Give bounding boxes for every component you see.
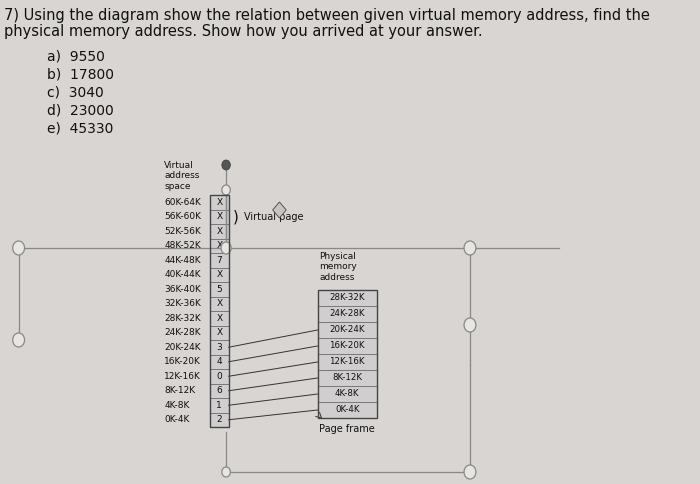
Text: 48K-52K: 48K-52K — [164, 241, 201, 250]
Text: Virtual
address
space: Virtual address space — [164, 161, 200, 191]
Text: 40K-44K: 40K-44K — [164, 270, 201, 279]
Text: 12K-16K: 12K-16K — [330, 358, 365, 366]
Text: 32K-36K: 32K-36K — [164, 299, 201, 308]
Text: 5: 5 — [216, 285, 222, 294]
Circle shape — [13, 333, 25, 347]
Bar — [210, 354, 229, 369]
Bar — [318, 290, 377, 418]
Text: Virtual page: Virtual page — [244, 212, 303, 222]
Text: 1: 1 — [216, 401, 222, 410]
Text: 60K-64K: 60K-64K — [164, 198, 201, 207]
Bar — [210, 369, 229, 383]
Text: ): ) — [233, 209, 239, 224]
Text: 28K-32K: 28K-32K — [330, 293, 365, 302]
Bar — [210, 326, 229, 340]
Text: X: X — [216, 212, 223, 221]
Bar — [210, 268, 229, 282]
Text: physical memory address. Show how you arrived at your answer.: physical memory address. Show how you ar… — [4, 24, 483, 39]
Text: 4K-8K: 4K-8K — [164, 401, 190, 410]
Circle shape — [222, 185, 230, 195]
Bar — [210, 340, 229, 354]
Bar — [318, 290, 377, 306]
Text: d)  23000: d) 23000 — [47, 104, 113, 118]
Text: 24K-28K: 24K-28K — [330, 309, 365, 318]
Text: X: X — [216, 314, 223, 323]
Bar — [318, 354, 377, 370]
Bar — [210, 282, 229, 297]
Bar — [318, 370, 377, 386]
Text: X: X — [216, 241, 223, 250]
Text: Physical
memory
address: Physical memory address — [319, 252, 357, 282]
Text: Page frame: Page frame — [319, 424, 375, 434]
Circle shape — [13, 241, 25, 255]
Bar — [210, 398, 229, 412]
Text: 2: 2 — [216, 415, 222, 424]
Text: 44K-48K: 44K-48K — [164, 256, 201, 265]
Bar — [318, 322, 377, 338]
Text: 28K-32K: 28K-32K — [164, 314, 201, 323]
Text: X: X — [216, 299, 223, 308]
Text: c)  3040: c) 3040 — [47, 86, 104, 100]
Text: X: X — [216, 227, 223, 236]
Circle shape — [222, 467, 230, 477]
Text: 20K-24K: 20K-24K — [330, 326, 365, 334]
Bar — [210, 210, 229, 224]
Text: 3: 3 — [216, 343, 222, 352]
Bar — [318, 306, 377, 322]
Polygon shape — [273, 202, 286, 218]
Text: 12K-16K: 12K-16K — [164, 372, 201, 381]
Bar — [210, 239, 229, 253]
Text: 8K-12K: 8K-12K — [332, 374, 362, 382]
Text: 0K-4K: 0K-4K — [164, 415, 190, 424]
Circle shape — [221, 242, 231, 254]
Bar — [210, 224, 229, 239]
Bar — [318, 402, 377, 418]
Text: 4: 4 — [216, 357, 222, 366]
Text: X: X — [216, 328, 223, 337]
Text: 8K-12K: 8K-12K — [164, 386, 195, 395]
Bar — [210, 297, 229, 311]
Text: 16K-20K: 16K-20K — [330, 342, 365, 350]
Text: 0K-4K: 0K-4K — [335, 406, 359, 414]
Text: 52K-56K: 52K-56K — [164, 227, 201, 236]
Text: 6: 6 — [216, 386, 222, 395]
Text: 36K-40K: 36K-40K — [164, 285, 201, 294]
Bar — [210, 195, 229, 210]
Bar — [210, 383, 229, 398]
Text: 56K-60K: 56K-60K — [164, 212, 202, 221]
Bar — [210, 253, 229, 268]
Text: a)  9550: a) 9550 — [47, 50, 104, 64]
Text: 20K-24K: 20K-24K — [164, 343, 201, 352]
Text: 24K-28K: 24K-28K — [164, 328, 201, 337]
Text: 0: 0 — [216, 372, 222, 381]
Bar — [318, 386, 377, 402]
Text: X: X — [216, 270, 223, 279]
Text: 7: 7 — [216, 256, 222, 265]
Bar — [210, 195, 229, 427]
Text: e)  45330: e) 45330 — [47, 122, 113, 136]
Text: X: X — [216, 198, 223, 207]
Bar — [210, 311, 229, 326]
Bar — [210, 412, 229, 427]
Text: b)  17800: b) 17800 — [47, 68, 113, 82]
Circle shape — [464, 465, 476, 479]
Circle shape — [222, 160, 230, 170]
Text: 16K-20K: 16K-20K — [164, 357, 201, 366]
Circle shape — [464, 318, 476, 332]
Text: 4K-8K: 4K-8K — [335, 390, 359, 398]
Circle shape — [464, 241, 476, 255]
Text: 7) Using the diagram show the relation between given virtual memory address, fin: 7) Using the diagram show the relation b… — [4, 8, 650, 23]
Bar — [318, 338, 377, 354]
